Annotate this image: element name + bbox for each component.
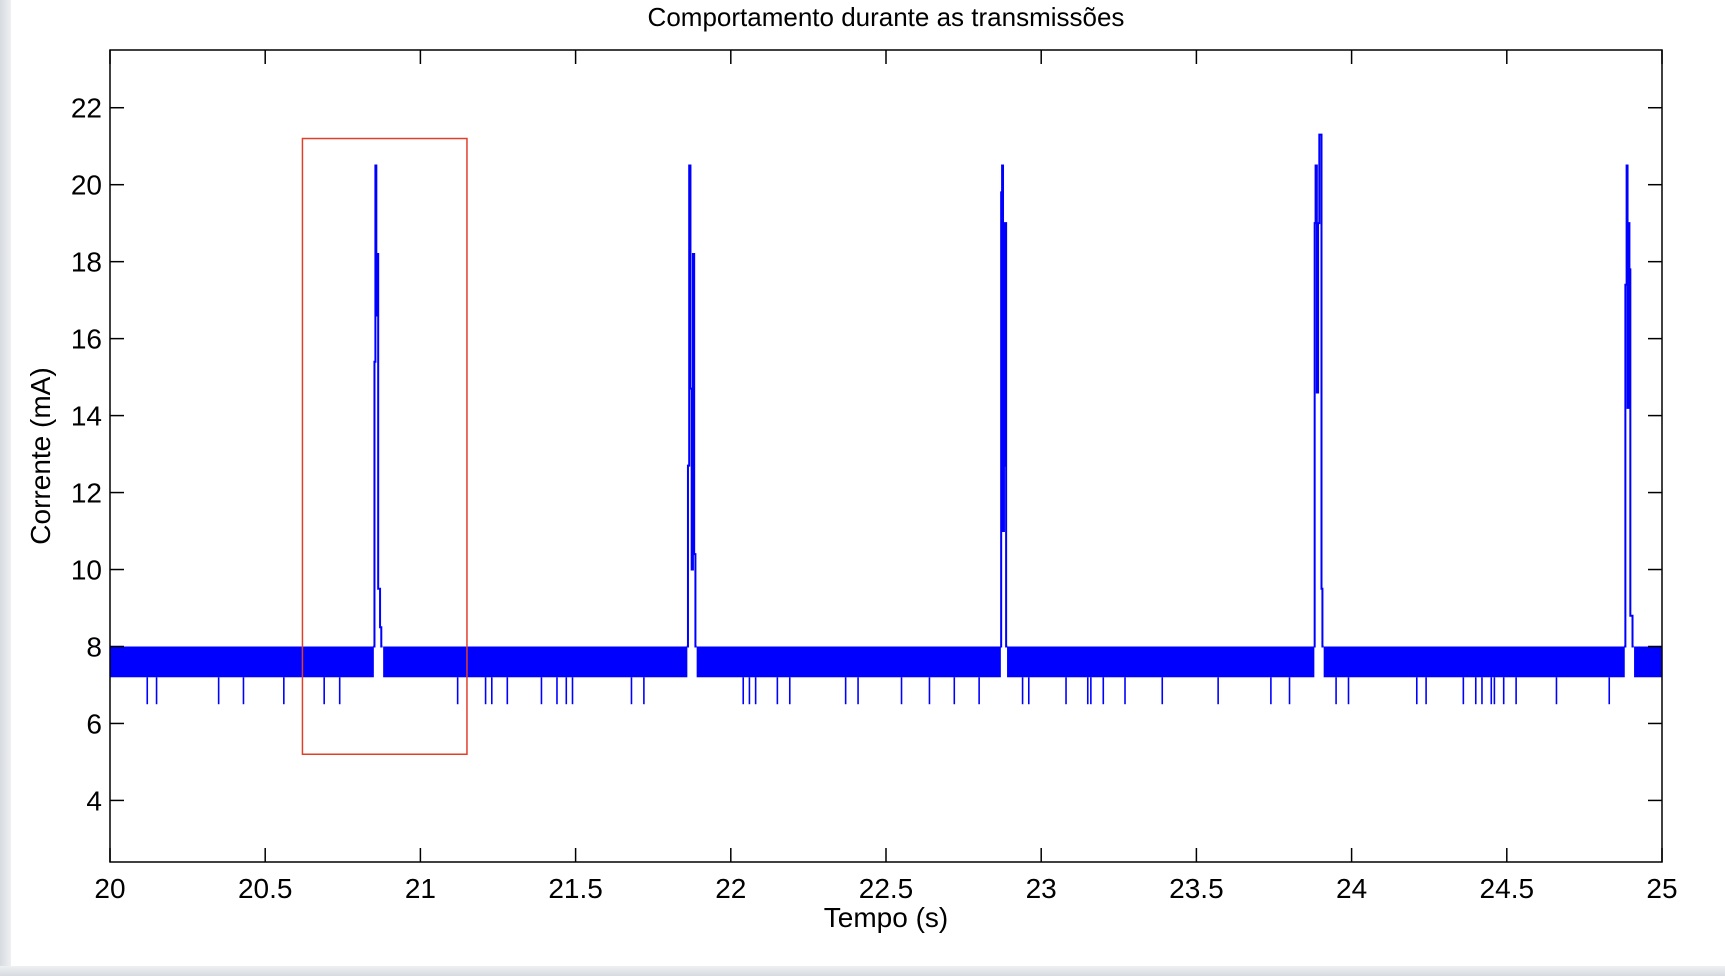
dip-spikes-layer <box>146 677 1611 705</box>
y-tick-label: 14 <box>71 401 102 432</box>
transmission-burst <box>1313 133 1324 648</box>
y-tick-label: 10 <box>71 555 102 586</box>
x-tick-label: 22 <box>715 873 746 904</box>
x-axis-label: Tempo (s) <box>824 902 948 933</box>
transmission-burst <box>1624 164 1634 648</box>
y-tick-label: 20 <box>71 170 102 201</box>
x-tick-label: 23 <box>1026 873 1057 904</box>
highlight-box <box>301 137 468 755</box>
x-tick-label: 21.5 <box>548 873 603 904</box>
baseline-band-segment <box>1634 646 1662 678</box>
y-axis-label: Corrente (mA) <box>25 367 56 544</box>
plot-area <box>110 50 1662 862</box>
left-border-band <box>0 0 11 976</box>
transmission-bursts-layer <box>373 133 1634 648</box>
baseline-band-segment <box>696 646 1001 678</box>
baseline-band-segment <box>383 646 688 678</box>
transmission-burst <box>1000 164 1008 648</box>
x-tick-label: 20 <box>94 873 125 904</box>
y-axis-ticks: 4 6 8 10 12 14 16 18 20 22 <box>71 93 1662 816</box>
y-tick-label: 18 <box>71 247 102 278</box>
y-tick-label: 6 <box>86 708 102 739</box>
y-tick-label: 12 <box>71 478 102 509</box>
baseline-band-segment <box>1007 646 1315 678</box>
baseline-band-segment <box>110 646 374 678</box>
x-tick-label: 22.5 <box>859 873 914 904</box>
transmission-burst <box>373 164 383 648</box>
y-tick-label: 8 <box>86 631 102 662</box>
x-tick-label: 24.5 <box>1480 873 1535 904</box>
y-tick-label: 22 <box>71 93 102 124</box>
y-tick-label: 16 <box>71 324 102 355</box>
transmission-burst <box>686 164 697 648</box>
y-tick-label: 4 <box>86 785 102 816</box>
x-tick-label: 24 <box>1336 873 1367 904</box>
x-tick-label: 20.5 <box>238 873 293 904</box>
x-axis-ticks: 20 20.5 21 21.5 22 22.5 23 23.5 24 24.5 25 <box>94 50 1678 904</box>
x-tick-label: 25 <box>1646 873 1677 904</box>
x-tick-label: 23.5 <box>1169 873 1224 904</box>
bottom-border-band <box>0 966 1725 976</box>
baseline-band-segment <box>1323 646 1625 678</box>
baseline-band-layer <box>110 646 1662 678</box>
chart-title: Comportamento durante as transmissões <box>648 2 1125 32</box>
x-tick-label: 21 <box>405 873 436 904</box>
